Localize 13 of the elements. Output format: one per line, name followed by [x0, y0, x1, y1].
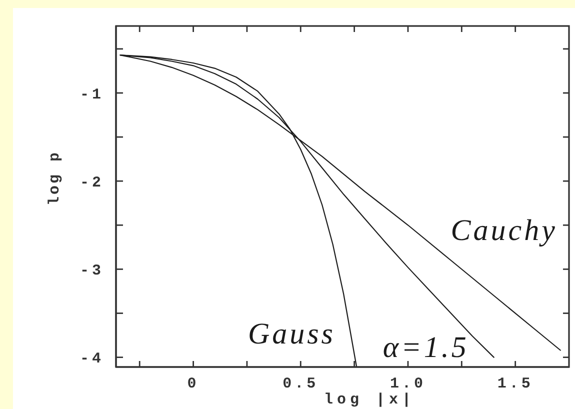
x-tick-label: 0: [187, 376, 200, 393]
y-axis-title: log p: [46, 150, 64, 206]
series-label: α=1.5: [382, 330, 469, 364]
series-label: Gauss: [248, 318, 336, 351]
y-tick-label: -3: [80, 262, 104, 280]
x-axis-title: log |x|: [324, 392, 416, 408]
y-tick-label: -1: [80, 86, 104, 104]
y-tick-label: -2: [80, 174, 104, 192]
y-tick-label: -4: [80, 350, 104, 368]
series-label: Cauchy: [450, 214, 558, 247]
x-tick-label: 1.5: [497, 376, 534, 393]
x-tick-label: 0.5: [282, 376, 319, 393]
x-tick-label: 1.0: [390, 376, 426, 393]
